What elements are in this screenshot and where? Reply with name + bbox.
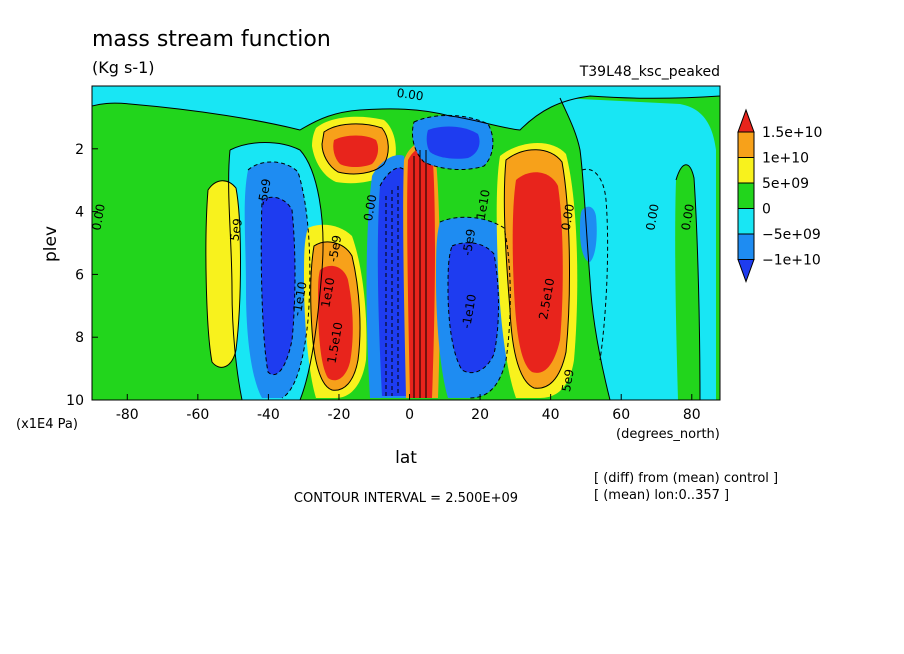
y-tick-label: 2 — [75, 142, 84, 158]
region-cyan-nh-spot — [580, 206, 597, 262]
legend-label: −5e+09 — [762, 227, 821, 243]
legend-swatch — [737, 131, 755, 158]
region-yellow-sh — [205, 180, 241, 368]
chart-units: (Kg s-1) — [92, 58, 155, 77]
x-tick-label: -60 — [186, 407, 209, 423]
x-axis-label: lat — [395, 448, 417, 468]
contour-interval: CONTOUR INTERVAL = 2.500E+09 — [294, 491, 518, 506]
contour-line — [413, 150, 427, 398]
contour-label: -1e10 — [290, 281, 310, 318]
color-legend: 1.5e+10 1e+10 5e+09 0 −5e+09 −1e+10 — [737, 108, 822, 283]
contour-line — [439, 216, 511, 399]
x-axis: -80 -60 -40 -20 0 20 40 60 80 — [116, 394, 701, 423]
contour-line — [205, 180, 241, 368]
legend-label: 0 — [762, 202, 771, 218]
x-tick-label: -80 — [116, 407, 139, 423]
legend-swatch — [737, 157, 755, 184]
legend-label: 1e+10 — [762, 151, 809, 167]
legend-label: 5e+09 — [762, 176, 809, 192]
contour-line — [379, 167, 405, 396]
contour-line — [559, 97, 611, 400]
x-tick-label: 60 — [612, 407, 630, 423]
contour-lines-dashed — [247, 114, 609, 399]
x-tick-label: 20 — [471, 407, 489, 423]
region-deepblue-upper-nh — [426, 126, 480, 159]
contour-line — [229, 142, 324, 400]
contour-label: 1e10 — [318, 276, 337, 308]
y-axis-units: (x1E4 Pa) — [16, 417, 78, 432]
y-tick-label: 8 — [75, 330, 84, 346]
contour-line — [447, 242, 499, 374]
contour-label: -5e9 — [255, 178, 273, 207]
contour-label: 5e9 — [227, 217, 245, 242]
plot-frame — [91, 85, 721, 401]
contour-lines — [92, 95, 720, 400]
contour-line — [310, 241, 361, 391]
contour-line — [503, 149, 570, 389]
x-tick-label: 0 — [405, 407, 414, 423]
contour-line — [411, 114, 494, 170]
contour-label: 1e10 — [474, 188, 493, 220]
contour-label: 0.00 — [361, 193, 379, 222]
contour-label: 0.00 — [679, 203, 697, 232]
x-tick-label: -40 — [257, 407, 280, 423]
region-green-nh-strip — [675, 164, 700, 400]
x-tick-label: 80 — [683, 407, 701, 423]
region-deepblue-eq — [377, 167, 408, 396]
legend-swatch — [737, 208, 755, 235]
x-tick-label: -20 — [328, 407, 351, 423]
y-tick-label: 4 — [75, 205, 84, 221]
contour-label: 0.00 — [89, 203, 107, 232]
legend-label: −1e+10 — [762, 253, 821, 269]
plot-area — [92, 86, 720, 400]
y-tick-label: 10 — [66, 393, 84, 409]
contour-lines-eq — [413, 150, 427, 398]
region-red-sh — [318, 265, 353, 381]
legend-label: 1.5e+10 — [762, 125, 822, 141]
y-axis: 2 4 6 8 10 — [66, 142, 98, 409]
contour-label: 5e9 — [559, 368, 577, 393]
contour-label: 0.00 — [396, 86, 424, 104]
chart-title: mass stream function — [92, 27, 331, 52]
x-tick-label: 40 — [542, 407, 560, 423]
note-mean: [ (mean) lon:0..357 ] — [594, 488, 729, 503]
y-axis-label: plev — [41, 226, 61, 262]
contour-line — [247, 161, 311, 399]
legend-swatch — [737, 233, 755, 260]
region-red-eq — [407, 147, 435, 398]
legend-arrow-high — [737, 108, 755, 133]
contour-label: -5e9 — [326, 234, 344, 263]
run-label: T39L48_ksc_peaked — [579, 64, 720, 80]
contour-label: -1e10 — [459, 293, 479, 330]
region-red-nh — [512, 172, 563, 373]
x-axis-units: (degrees_north) — [616, 427, 720, 442]
contour-label: 0.00 — [643, 203, 661, 232]
contour-line — [581, 168, 609, 361]
contour-line — [228, 149, 243, 400]
contour-line — [675, 164, 701, 400]
note-diff: [ (diff) from (mean) control ] — [594, 471, 778, 486]
region-deepblue-nh — [448, 242, 499, 373]
region-deepblue-sh — [261, 197, 295, 375]
contour-line — [92, 95, 720, 131]
contour-line — [321, 123, 389, 175]
contour-label: 0.00 — [559, 203, 577, 232]
contour-label: -5e9 — [460, 228, 478, 257]
legend-swatch — [737, 182, 755, 209]
legend-arrow-low — [737, 259, 755, 283]
region-red-upper-sh — [333, 135, 379, 167]
y-tick-label: 6 — [75, 267, 84, 283]
